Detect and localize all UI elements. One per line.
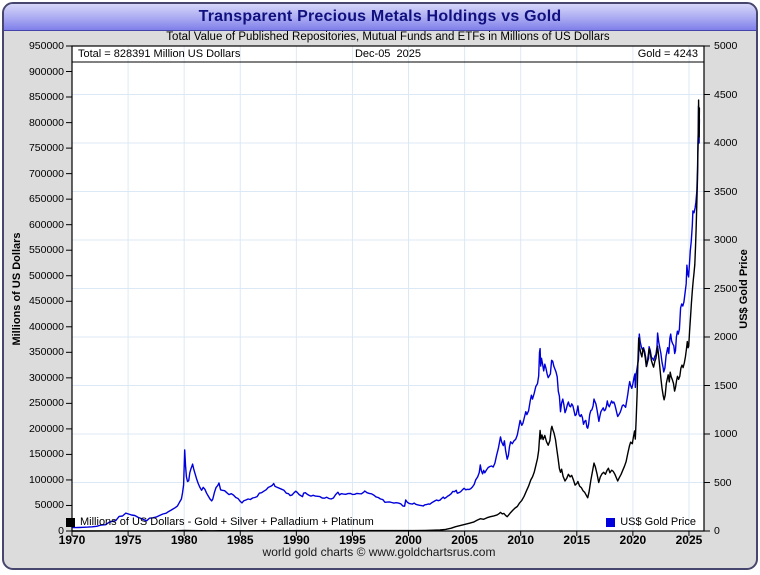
- x-axis-tick-label: 1970: [58, 533, 86, 547]
- left-axis-tick-label: 700000: [28, 167, 64, 180]
- x-axis-tick-label: 2020: [619, 533, 647, 547]
- legend-holdings: Millions of US Dollars - Gold + Silver +…: [66, 516, 374, 528]
- x-axis-tick-label: 1975: [114, 533, 142, 547]
- left-axis-tick-label: 250000: [28, 397, 64, 410]
- left-axis-tick-label: 750000: [28, 142, 64, 155]
- holdings-series-line: [71, 99, 701, 532]
- chart-plot-area: [66, 45, 710, 536]
- left-axis-tick-label: 150000: [28, 448, 64, 461]
- right-axis-tick-label: 1000: [714, 428, 738, 440]
- right-axis-tick-label: 3500: [714, 185, 738, 198]
- holdings-legend-label: Millions of US Dollars - Gold + Silver +…: [80, 516, 374, 528]
- holdings-legend-swatch: [66, 517, 75, 527]
- x-axis-tick-label: 2000: [395, 533, 422, 547]
- left-axis-tick-label: 300000: [28, 371, 64, 384]
- right-axis-tick-label: 5000: [714, 40, 738, 52]
- right-axis-tick-label: 0: [714, 525, 720, 537]
- right-axis-tick-label: 4000: [714, 137, 738, 149]
- left-axis-tick-label: 350000: [28, 346, 64, 359]
- right-axis-tick-label: 3000: [714, 234, 738, 246]
- gold-legend-swatch: [606, 517, 616, 527]
- x-axis-tick-label: 1995: [339, 533, 366, 547]
- left-axis-tick-label: 500000: [28, 269, 64, 282]
- x-axis-tick-label: 1985: [226, 533, 254, 547]
- left-axis-title: Millions of US Dollars: [11, 232, 23, 346]
- left-axis-tick-label: 0: [58, 525, 64, 537]
- gold-legend-label: US$ Gold Price: [620, 516, 696, 528]
- left-axis-tick-label: 400000: [28, 320, 64, 333]
- chart-title: Transparent Precious Metals Holdings vs …: [198, 8, 562, 25]
- left-axis-tick-label: 100000: [28, 473, 64, 486]
- total-value-readout: Total = 828391 Million US Dollars: [78, 48, 241, 60]
- right-axis-tick-label: 500: [714, 476, 732, 489]
- right-axis-tick-label: 2000: [714, 331, 738, 343]
- right-axis-tick-label: 4500: [714, 88, 738, 101]
- left-axis-tick-label: 900000: [28, 65, 64, 78]
- left-axis-tick-label: 650000: [28, 193, 64, 206]
- date-readout: Dec-05 2025: [354, 48, 422, 60]
- x-axis-tick-label: 2025: [675, 533, 703, 547]
- chart-subtitle: Total Value of Published Repositories, M…: [166, 31, 610, 43]
- legend-gold: US$ Gold Price: [606, 516, 696, 528]
- left-axis-tick-label: 50000: [34, 499, 64, 512]
- left-axis-tick-label: 450000: [28, 295, 64, 308]
- footer-credit: world gold charts © www.goldchartsrus.co…: [262, 545, 496, 559]
- right-axis-tick-label: 1500: [714, 379, 738, 392]
- x-axis-tick-label: 2010: [507, 533, 535, 547]
- x-axis-tick-label: 1980: [170, 533, 198, 547]
- left-axis-tick-label: 550000: [28, 244, 64, 257]
- x-axis-tick-label: 1990: [282, 533, 310, 547]
- right-axis-title: US$ Gold Price: [738, 249, 750, 329]
- right-axis-tick-label: 2500: [714, 282, 738, 295]
- x-axis-tick-label: 2015: [563, 533, 591, 547]
- x-axis-tick-label: 2005: [451, 533, 478, 547]
- chart-content: Total Value of Published Repositories, M…: [4, 31, 754, 566]
- gold-price-readout: Gold = 4243: [637, 48, 698, 60]
- left-axis-tick-label: 200000: [28, 422, 64, 435]
- left-axis-tick-label: 850000: [28, 91, 64, 104]
- left-axis-tick-label: 600000: [28, 218, 64, 231]
- left-axis-tick-label: 800000: [28, 116, 64, 129]
- left-axis-tick-label: 950000: [28, 40, 64, 52]
- title-bar: Transparent Precious Metals Holdings vs …: [4, 4, 756, 31]
